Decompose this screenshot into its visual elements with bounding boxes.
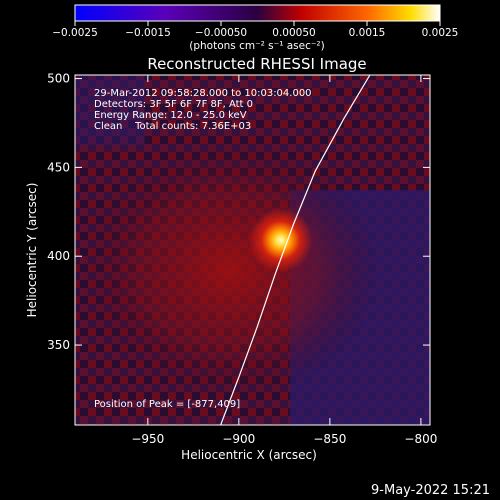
colorbar-units: (photons cm⁻² s⁻¹ asec⁻²) [189,40,324,52]
x-tick-label: −950 [131,432,164,446]
annotation-time-range: 29-Mar-2012 09:58:28.000 to 10:03:04.000 [94,88,312,99]
peak-position-label: Position of Peak = [-877,409] [94,399,240,410]
x-tick-label: −900 [222,432,255,446]
chart-title: Reconstructed RHESSI Image [147,55,366,73]
colorbar [74,4,441,22]
y-axis-label: Heliocentric Y (arcsec) [25,183,39,318]
colorbar-tick-label: 0.0015 [349,27,386,39]
x-tick-label: −850 [313,432,346,446]
colorbar-tick-label: −0.0015 [125,27,171,39]
annotation-detectors: Detectors: 3F 5F 6F 7F 8F, Att 0 [94,99,253,110]
colorbar-tick-label: 0.0025 [422,27,459,39]
footer-timestamp: 9-May-2022 15:21 [371,483,490,498]
y-tick-label: 500 [47,72,70,86]
y-axis-ticks: 350 400 450 500 [47,72,430,352]
colorbar-ticks: −0.0025 −0.0015 −0.00050 0.00050 0.0015 0.002… [52,21,458,39]
heatmap-image [75,75,430,425]
annotation-energy: Energy Range: 12.0 - 25.0 keV [94,110,247,121]
plot-frame [74,74,431,426]
colorbar-tick-label: −0.0025 [52,27,98,39]
peak-source [248,208,313,273]
y-tick-label: 400 [47,249,70,263]
x-axis-label: Heliocentric X (arcsec) [181,448,317,462]
solar-limb-curve [220,75,371,425]
y-tick-label: 450 [47,160,70,174]
x-axis-ticks: −950 −900 −850 −800 [131,75,437,446]
y-tick-label: 350 [47,338,70,352]
colorbar-tick-label: −0.00050 [195,27,247,39]
colorbar-tick-label: 0.00050 [272,27,315,39]
x-tick-label: −800 [404,432,437,446]
annotation-counts: Clean Total counts: 7.36E+03 [94,121,251,132]
